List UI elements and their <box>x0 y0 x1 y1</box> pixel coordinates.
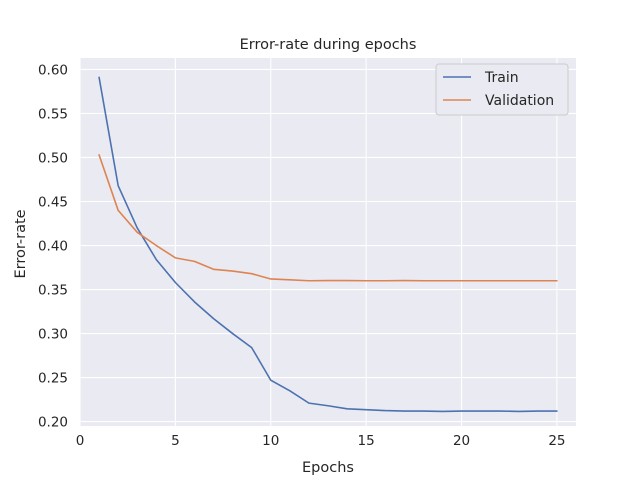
series-line-train <box>98 76 558 413</box>
plot-area <box>80 58 576 426</box>
x-tick-label: 0 <box>76 433 85 449</box>
x-tick-label: 5 <box>171 433 180 449</box>
series-lines <box>98 76 558 413</box>
x-tick-label: 15 <box>358 433 375 449</box>
chart-title: Error-rate during epochs <box>240 37 417 53</box>
legend-label-train: Train <box>484 70 519 86</box>
x-tick-label: 20 <box>453 433 470 449</box>
y-tick-label: 0.30 <box>38 327 68 343</box>
x-axis-label: Epochs <box>302 460 354 476</box>
y-tick-label: 0.60 <box>38 62 68 78</box>
grid <box>79 58 576 426</box>
y-tick-label: 0.50 <box>38 150 68 166</box>
y-tick-label: 0.40 <box>38 239 68 255</box>
y-tick-label: 0.35 <box>38 283 68 299</box>
y-tick-label: 0.20 <box>38 415 68 431</box>
legend: Train Validation <box>435 63 569 116</box>
y-axis-label: Error-rate <box>13 209 29 278</box>
x-tick-label: 10 <box>262 433 279 449</box>
y-axis-ticks: 0.20 0.25 0.30 0.35 0.40 0.45 0.50 0.55 0.60 <box>38 62 68 430</box>
series-line-validation <box>98 154 558 282</box>
y-tick-label: 0.25 <box>38 371 68 387</box>
x-axis-ticks: 0 5 10 15 20 25 <box>76 433 566 449</box>
legend-label-validation: Validation <box>485 93 554 109</box>
y-tick-label: 0.45 <box>38 195 68 211</box>
x-tick-label: 25 <box>548 433 565 449</box>
y-tick-label: 0.55 <box>38 106 68 122</box>
